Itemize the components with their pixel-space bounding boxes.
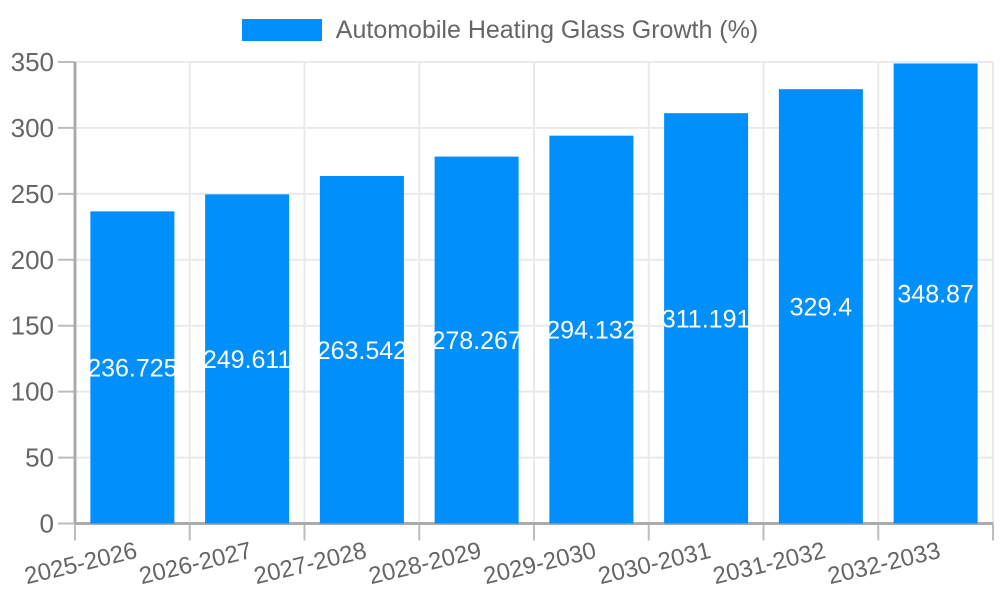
x-axis-tick-label: 2031-2032	[710, 537, 828, 590]
bar-value-label: 236.725	[87, 354, 177, 382]
bar[interactable]	[90, 211, 175, 524]
x-axis-tick-label: 2030-2031	[596, 537, 714, 590]
legend-swatch	[241, 19, 322, 41]
y-axis-tick-label: 300	[11, 113, 54, 143]
bar[interactable]	[205, 194, 290, 524]
x-axis-tick-label: 2025-2026	[22, 537, 140, 590]
bar[interactable]	[434, 156, 519, 524]
bar-value-label: 329.4	[790, 293, 853, 321]
x-axis-tick-label: 2027-2028	[251, 537, 369, 590]
y-axis-tick-label: 0	[40, 509, 54, 539]
bar-value-label: 249.611	[203, 346, 292, 374]
bar[interactable]	[319, 176, 404, 524]
bar-value-label: 263.542	[317, 337, 407, 365]
y-axis-tick-label: 100	[11, 377, 54, 407]
y-axis-tick-label: 350	[11, 47, 54, 77]
bar-value-label: 348.87	[897, 280, 973, 308]
x-axis-tick-label: 2032-2033	[825, 537, 943, 590]
bar-value-label: 278.267	[431, 327, 521, 355]
bar[interactable]	[893, 63, 978, 524]
bar[interactable]	[778, 89, 863, 524]
y-axis-tick-label: 250	[11, 179, 54, 209]
x-axis-tick-label: 2028-2029	[366, 537, 484, 590]
legend[interactable]: Automobile Heating Glass Growth (%)	[0, 16, 1000, 44]
y-axis-tick-label: 150	[11, 311, 54, 341]
legend-label: Automobile Heating Glass Growth (%)	[335, 16, 759, 44]
bar-value-label: 311.191	[662, 305, 751, 333]
y-axis-tick-label: 200	[11, 245, 54, 275]
bar[interactable]	[664, 113, 749, 524]
x-axis-tick-label: 2026-2027	[137, 537, 255, 590]
y-axis-tick-label: 50	[25, 443, 54, 473]
x-axis-tick-label: 2029-2030	[481, 537, 599, 590]
bar-value-label: 294.132	[546, 317, 636, 345]
bar[interactable]	[549, 135, 634, 524]
